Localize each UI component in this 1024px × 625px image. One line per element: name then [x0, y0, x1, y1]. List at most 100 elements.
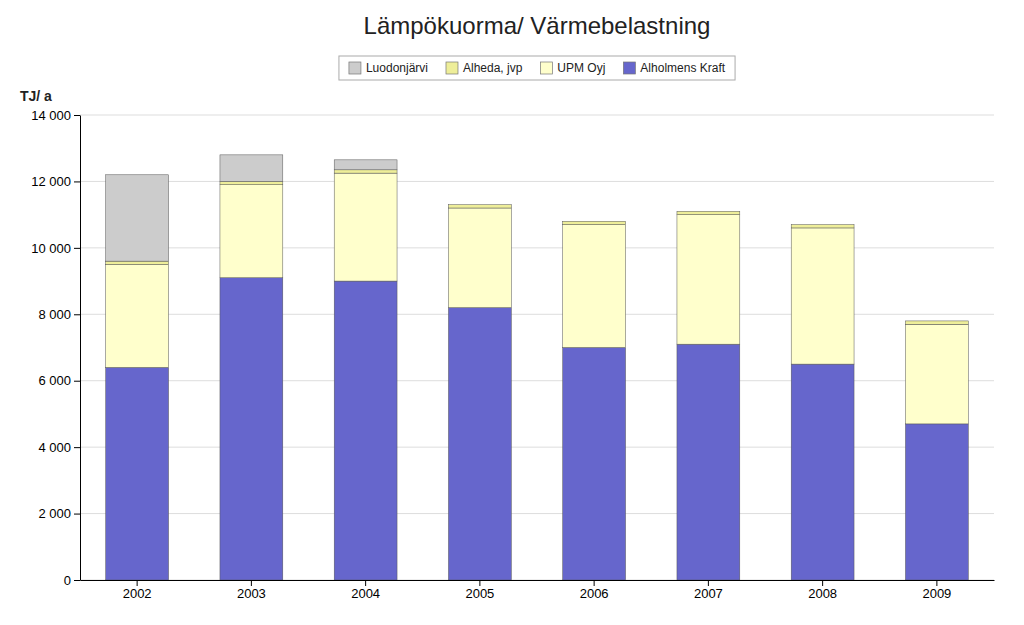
y-tick-label: 6 000 [38, 373, 71, 388]
y-tick-mark [74, 447, 80, 448]
x-tick-mark [251, 580, 252, 586]
x-tick-label: 2007 [694, 586, 723, 601]
legend: Luodonjärvi Alheda, jvp UPM Oyj Alholmens K… [339, 56, 735, 80]
legend-label: Alheda, jvp [463, 61, 523, 75]
legend-label: Alholmens Kraft [640, 61, 725, 75]
bar [220, 155, 283, 182]
y-tick-label: 2 000 [38, 506, 71, 521]
x-tick-label: 2008 [808, 586, 837, 601]
grid-line [80, 447, 994, 448]
x-tick-mark [708, 580, 709, 586]
bar [905, 324, 968, 424]
x-tick: 2002 [123, 580, 152, 601]
x-axis: 2002 2003 2004 2005 2006 2007 2008 2009 [81, 580, 995, 601]
x-tick: 2004 [351, 580, 380, 601]
y-tick-mark [74, 115, 80, 116]
y-tick: 0 [64, 573, 80, 588]
grid-line [80, 580, 994, 581]
y-tick-label: 14 000 [31, 108, 71, 123]
bar [677, 211, 740, 212]
bar [905, 424, 968, 580]
y-tick: 10 000 [31, 241, 80, 256]
bar [563, 348, 626, 581]
legend-entry: Luodonjärvi [349, 61, 428, 75]
grid-line [80, 314, 994, 315]
grid-line [80, 247, 994, 248]
y-tick-label: 4 000 [38, 440, 71, 455]
x-tick-label: 2009 [922, 586, 951, 601]
legend-swatch [349, 62, 361, 74]
y-tick-label: 12 000 [31, 174, 71, 189]
y-tick-mark [74, 181, 80, 182]
bar [791, 225, 854, 228]
bar [563, 221, 626, 224]
bar [448, 308, 511, 580]
bar [334, 160, 397, 170]
bar [220, 185, 283, 278]
grid-line [80, 181, 994, 182]
y-tick-label: 10 000 [31, 241, 71, 256]
bar [563, 221, 626, 222]
bar-series [106, 155, 397, 261]
y-tick-mark [74, 381, 80, 382]
legend-entry: Alholmens Kraft [623, 61, 725, 75]
y-tick: 2 000 [38, 506, 80, 521]
bar [677, 211, 740, 214]
bar [677, 215, 740, 345]
legend-entry: Alheda, jvp [446, 61, 523, 75]
bar [106, 367, 169, 580]
bar [791, 224, 854, 225]
y-axis-title: TJ/ a [20, 88, 52, 104]
bar [334, 173, 397, 281]
grid-line [80, 513, 994, 514]
x-tick-label: 2005 [465, 586, 494, 601]
y-tick-mark [74, 248, 80, 249]
y-tick-label: 0 [64, 573, 71, 588]
title: Lämpökuorma/ Värmebelastning [364, 12, 711, 39]
x-tick: 2008 [808, 580, 837, 601]
x-axis-line [81, 580, 995, 581]
y-tick-label: 8 000 [38, 307, 71, 322]
x-tick-mark [594, 580, 595, 586]
bar [448, 208, 511, 308]
x-tick-mark [822, 580, 823, 586]
x-tick-label: 2003 [237, 586, 266, 601]
legend-swatch [446, 62, 458, 74]
chart: Lämpökuorma/ Värmebelastning 0 2 000 4 000 6… [0, 0, 1024, 625]
x-tick: 2005 [465, 580, 494, 601]
bar-series [106, 173, 969, 424]
legend-label: UPM Oyj [557, 61, 605, 75]
grid-line [80, 380, 994, 381]
bar-series [106, 170, 969, 324]
bar [791, 364, 854, 580]
x-tick: 2003 [237, 580, 266, 601]
bars [106, 155, 969, 580]
bar [677, 344, 740, 580]
x-tick-mark [936, 580, 937, 586]
y-tick-mark [74, 580, 80, 581]
x-tick-mark [137, 580, 138, 586]
x-tick-mark [365, 580, 366, 586]
bar [448, 204, 511, 205]
x-tick-label: 2002 [123, 586, 152, 601]
y-tick: 12 000 [31, 174, 80, 189]
bar [905, 321, 968, 324]
x-tick: 2007 [694, 580, 723, 601]
legend-swatch [540, 62, 552, 74]
legend-label: Luodonjärvi [366, 61, 428, 75]
legend-swatch [623, 62, 635, 74]
bar [791, 228, 854, 364]
bar [563, 225, 626, 348]
x-tick-label: 2006 [580, 586, 609, 601]
grid [80, 115, 994, 580]
bar [220, 181, 283, 184]
bar [905, 320, 968, 321]
bar [334, 281, 397, 580]
bar [334, 170, 397, 173]
grid-line [80, 115, 994, 116]
y-tick-mark [74, 314, 80, 315]
y-tick: 14 000 [31, 108, 80, 123]
y-axis: 0 2 000 4 000 6 000 8 000 10 000 12 000 14 000 [31, 108, 80, 588]
bar [220, 278, 283, 580]
y-axis-line [80, 116, 81, 581]
